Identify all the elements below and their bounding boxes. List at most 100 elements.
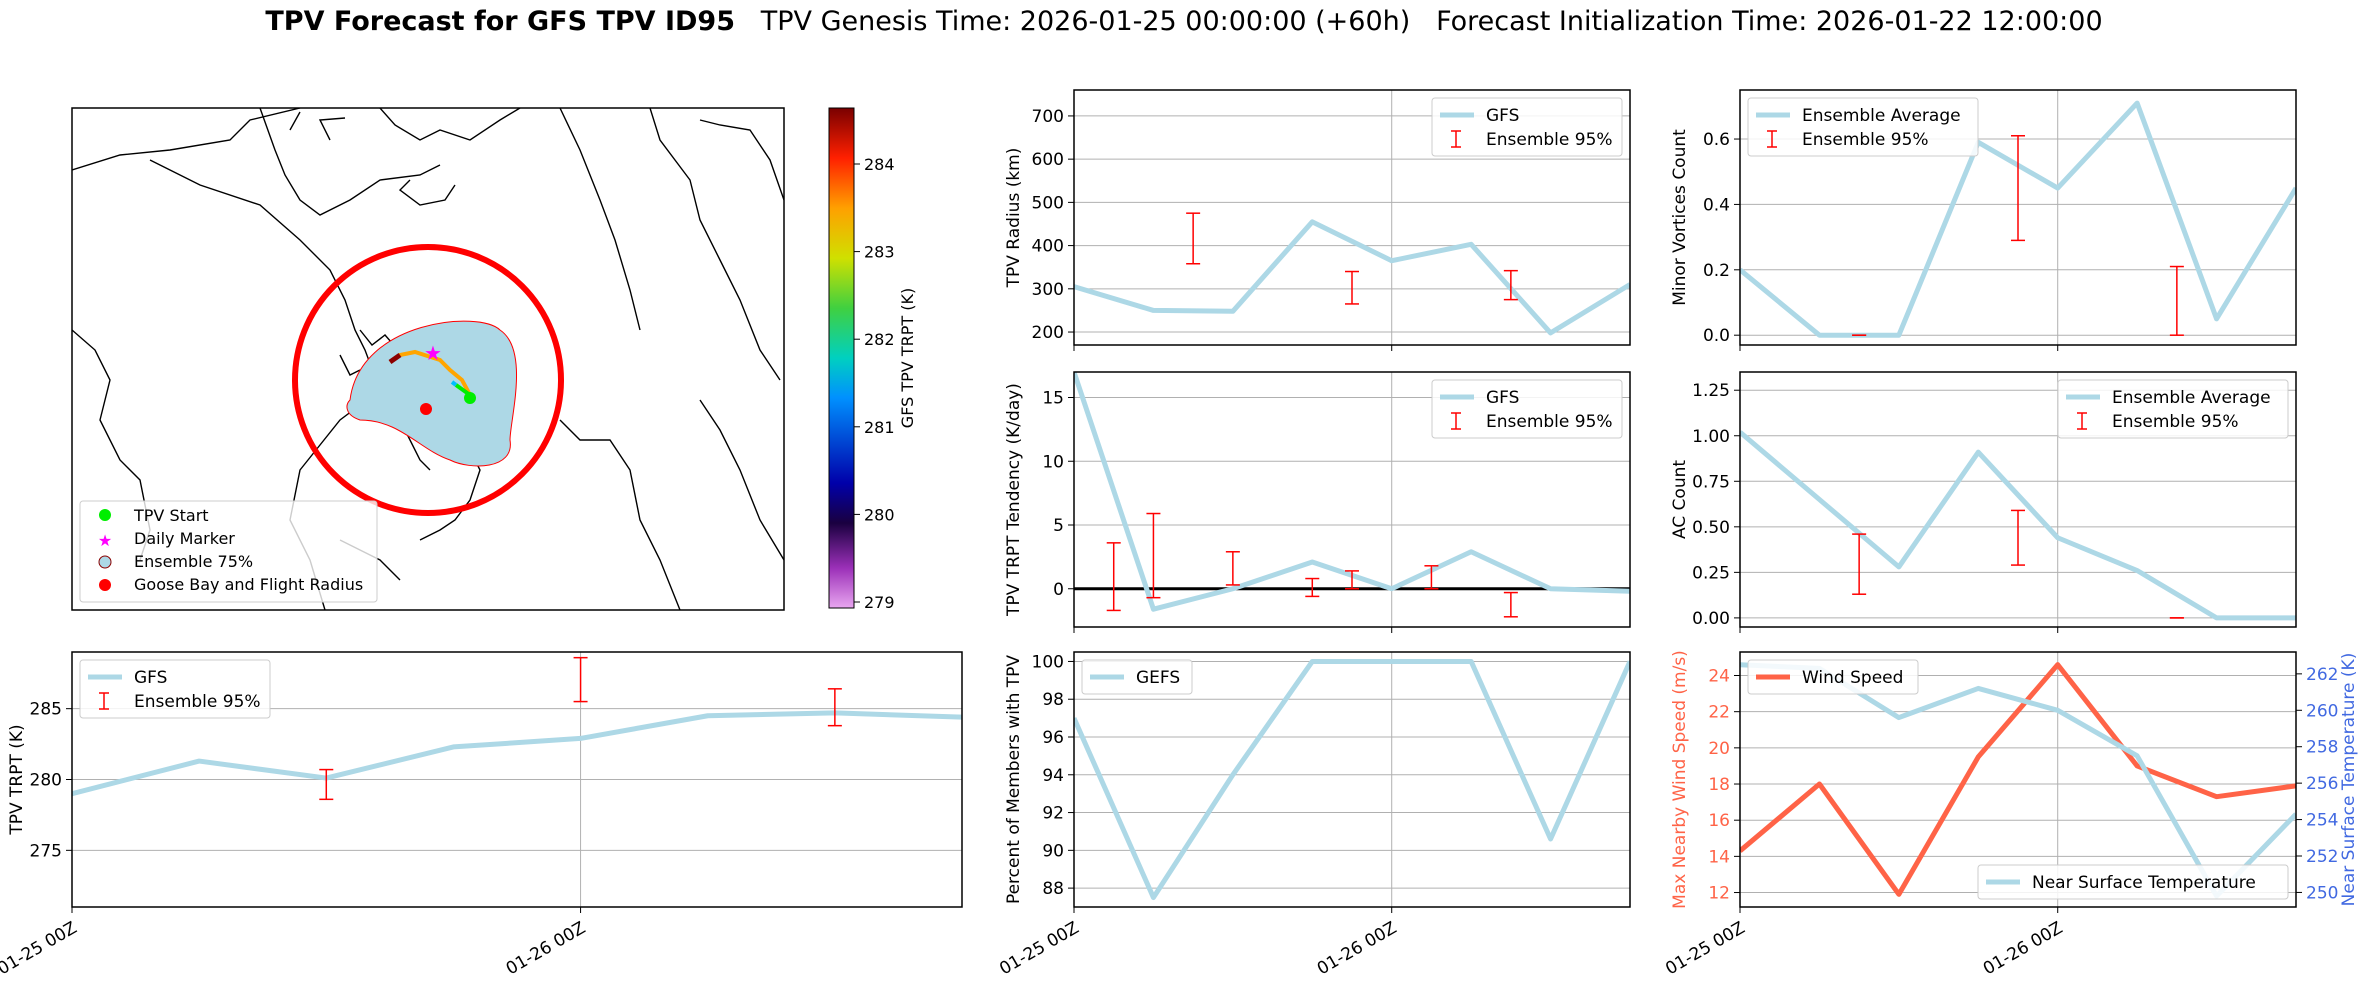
x-tick-label: 01-25 00Z bbox=[0, 918, 81, 979]
colorbar-label: GFS TPV TRPT (K) bbox=[898, 288, 917, 428]
y-tick-label: 100 bbox=[1032, 652, 1064, 672]
y-tick-label: 24 bbox=[1708, 667, 1730, 687]
legend: GFS Ensemble 95% bbox=[79, 659, 271, 719]
y-tick-label: 275 bbox=[30, 841, 62, 861]
axes-frame bbox=[71, 651, 963, 908]
legend-label: Ensemble 95% bbox=[2112, 412, 2239, 432]
y-tick-label: 285 bbox=[30, 700, 62, 720]
y-tick-label: 5 bbox=[1053, 516, 1064, 536]
y-tick-label: 200 bbox=[1032, 323, 1064, 343]
map-legend-item: Daily Marker bbox=[134, 529, 235, 548]
error-bar bbox=[573, 656, 588, 703]
x-tick-label: 01-26 00Z bbox=[1980, 918, 2066, 979]
y-axis-label: AC Count bbox=[1670, 460, 1690, 539]
axes-frame bbox=[1739, 89, 2297, 346]
legend: Wind Speed bbox=[1747, 659, 1919, 695]
error-bar bbox=[1186, 212, 1201, 265]
error-bar bbox=[319, 768, 334, 801]
map-legend-item: Goose Bay and Flight Radius bbox=[134, 575, 363, 594]
y-tick-label: 12 bbox=[1708, 884, 1730, 904]
legend-label: Ensemble 95% bbox=[1486, 130, 1613, 150]
legend-daily-icon: ★ bbox=[98, 531, 112, 550]
legend: GFS Ensemble 95% bbox=[1431, 97, 1623, 157]
error-bar bbox=[1503, 269, 1518, 301]
y-tick-label: 0.50 bbox=[1692, 518, 1730, 538]
y-tick-label: 88 bbox=[1042, 879, 1064, 899]
error-bar bbox=[1146, 512, 1161, 599]
y-tick-label: 0.25 bbox=[1692, 563, 1730, 583]
error-bar bbox=[1424, 565, 1439, 590]
legend-label: Ensemble 95% bbox=[1486, 412, 1613, 432]
title-init: Forecast Initialization Time: 2026-01-22… bbox=[1436, 6, 2103, 37]
y-tick-label: 0.2 bbox=[1703, 261, 1730, 281]
daily-marker: ★ bbox=[424, 341, 442, 365]
legend-label: Ensemble 95% bbox=[134, 692, 261, 712]
trpt-panel: 275 280 285 01-25 00Z 01-26 00Z TPV TRPT (K) G… bbox=[0, 651, 963, 979]
y-tick-label: 0.6 bbox=[1703, 130, 1730, 150]
legend-label: Near Surface Temperature bbox=[2032, 873, 2256, 893]
minor-panel: 0.0 0.2 0.4 0.6 Minor Vortices Count Ensemble… bbox=[1670, 89, 2297, 351]
y-tick-label: 280 bbox=[30, 771, 62, 791]
y-tick-label: 600 bbox=[1032, 150, 1064, 170]
y-tick-label: 96 bbox=[1042, 728, 1064, 748]
y-tick-label: 300 bbox=[1032, 280, 1064, 300]
series-line bbox=[1074, 658, 1630, 901]
tpv-track-mid bbox=[450, 380, 458, 387]
error-bar bbox=[1852, 533, 1867, 595]
error-bar bbox=[2011, 509, 2025, 566]
axes-frame bbox=[1739, 371, 2297, 628]
y-axis-label: TPV TRPT (K) bbox=[7, 724, 27, 835]
y-tick-label: 18 bbox=[1708, 775, 1730, 795]
error-bar bbox=[2169, 265, 2184, 336]
y-axis-label: Percent of Members with TPV bbox=[1004, 655, 1024, 904]
series-line bbox=[72, 710, 962, 797]
y-tick-label: 500 bbox=[1032, 193, 1064, 213]
members-panel: 88 90 92 94 96 98 100 01-25 00Z 01-26 00Z Percent… bbox=[996, 651, 1631, 979]
y2-axis-label: Near Surface Temperature (K) bbox=[2339, 653, 2359, 907]
x-tick-label: 01-26 00Z bbox=[1314, 918, 1400, 979]
series-line bbox=[1740, 662, 2296, 899]
legend-label: Ensemble 95% bbox=[1802, 130, 1929, 150]
colorbar-tick-label: 280 bbox=[864, 505, 895, 524]
colorbar-tick-label: 283 bbox=[864, 243, 895, 262]
y-axis-label: TPV TRPT Tendency (K/day) bbox=[1004, 383, 1024, 617]
y-tick-label: 16 bbox=[1708, 811, 1730, 831]
legend: GEFS bbox=[1081, 659, 1193, 695]
x-tick-label: 01-26 00Z bbox=[503, 918, 589, 979]
y-axis-label: TPV Radius (km) bbox=[1004, 148, 1024, 289]
figure-title: TPV Forecast for GFS TPV ID95 TPV Genesi… bbox=[0, 6, 2368, 37]
y-tick-label: 0.4 bbox=[1703, 195, 1730, 215]
figure: ★ ★ TPV Start Daily Marker Ensemble 75% … bbox=[0, 89, 2359, 979]
legend: Ensemble Average Ensemble 95% bbox=[2057, 379, 2289, 439]
map-panel: ★ ★ TPV Start Daily Marker Ensemble 75% … bbox=[71, 107, 917, 612]
legend: Ensemble Average Ensemble 95% bbox=[1747, 97, 1979, 157]
legend: Near Surface Temperature bbox=[1977, 864, 2289, 900]
y2-tick-label: 258 bbox=[2306, 738, 2338, 758]
title-bold: TPV Forecast for GFS TPV ID95 bbox=[265, 6, 735, 37]
series-line bbox=[1074, 219, 1630, 336]
axes-frame bbox=[1073, 371, 1631, 628]
x-tick-label: 01-25 00Z bbox=[996, 918, 1082, 979]
colorbar-tick-label: 281 bbox=[864, 418, 895, 437]
error-bar bbox=[1345, 570, 1359, 590]
legend-label: GFS bbox=[134, 668, 167, 688]
x-tick-label: 01-25 00Z bbox=[1662, 918, 1748, 979]
error-bar bbox=[1503, 591, 1518, 618]
y2-tick-label: 252 bbox=[2306, 847, 2338, 867]
y-tick-label: 0.75 bbox=[1692, 472, 1730, 492]
error-bar bbox=[1305, 577, 1320, 598]
tpv-track-end bbox=[388, 352, 402, 365]
y2-tick-label: 262 bbox=[2306, 665, 2338, 685]
y-tick-label: 0.0 bbox=[1703, 326, 1730, 346]
radius-panel: 200 300 400 500 600 700 TPV Radius (km) GFS Ense… bbox=[1004, 89, 1631, 351]
map-legend: ★ TPV Start Daily Marker Ensemble 75% Go… bbox=[79, 500, 378, 603]
y-tick-label: 20 bbox=[1708, 739, 1730, 759]
y-tick-label: 400 bbox=[1032, 237, 1064, 257]
legend-label: GFS bbox=[1486, 106, 1519, 126]
y-tick-label: 98 bbox=[1042, 690, 1064, 710]
error-bar bbox=[1, 856, 15, 899]
error-bar bbox=[2011, 135, 2025, 242]
error-bar bbox=[1345, 270, 1359, 305]
colorbar-tick-label: 282 bbox=[864, 330, 895, 349]
error-bar bbox=[827, 688, 842, 727]
